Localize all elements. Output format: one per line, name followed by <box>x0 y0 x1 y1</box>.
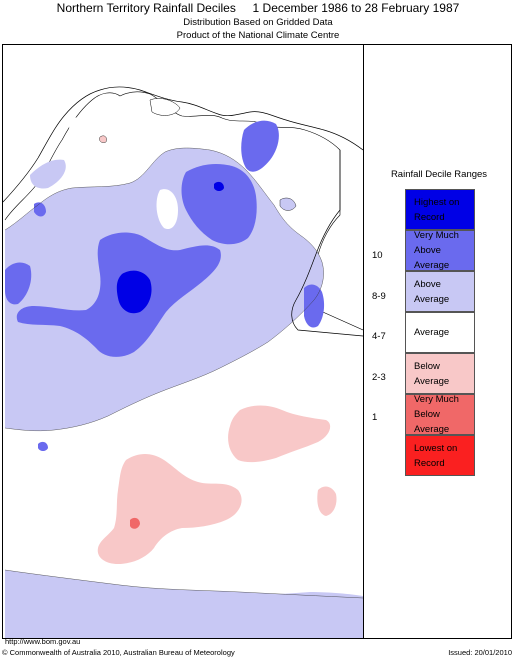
subtitle-method: Distribution Based on Gridded Data <box>183 17 333 28</box>
above-average-northwest <box>30 159 66 189</box>
subtitle-producer: Product of the National Climate Centre <box>176 30 340 41</box>
coastline <box>4 91 363 331</box>
legend-label-below: Below Average <box>414 360 450 387</box>
highest-on-record-ne <box>214 181 224 191</box>
legend-range-1: 1 <box>372 412 378 423</box>
footer-copyright: © Commonwealth of Australia 2010, Austra… <box>2 648 235 657</box>
footer-issued: Issued: 20/01/2010 <box>448 648 512 657</box>
legend-label-average: Average <box>414 327 450 338</box>
legend-title: Rainfall Decile Ranges <box>390 169 488 180</box>
contour-south <box>4 569 363 599</box>
legend-range-10: 10 <box>372 250 383 261</box>
rainfall-map <box>3 45 363 638</box>
very-much-above-east <box>304 284 325 328</box>
legend-range-8-9: 8-9 <box>372 291 386 302</box>
legend-swatch-highest: Highest on Record <box>405 189 475 230</box>
coast-line-north <box>3 86 363 203</box>
above-average-southeast <box>220 592 363 638</box>
legend-swatch-below: Below Average <box>405 353 475 394</box>
very-much-above-northeast <box>181 164 257 245</box>
legend-label-very-much-below: Very Much Below Average <box>414 394 459 435</box>
legend-swatch-very-much-above: Very Much Above Average <box>405 230 475 271</box>
above-average-west <box>5 262 32 305</box>
highest-on-record-central <box>116 270 152 314</box>
average-hole-2 <box>69 115 109 152</box>
below-average-east <box>228 405 331 463</box>
legend-swatch-lowest: Lowest on Record <box>405 435 475 476</box>
map-frame <box>2 44 512 639</box>
coast-line-gulf <box>291 150 363 337</box>
ocean-north <box>3 45 363 202</box>
page-title: Northern Territory Rainfall Deciles 1 De… <box>56 1 460 15</box>
legend-range-4-7: 4-7 <box>372 331 386 342</box>
legend-label-highest: Highest on Record <box>414 196 460 223</box>
legend-label-lowest: Lowest on Record <box>414 442 458 469</box>
average-hole-1 <box>156 189 178 230</box>
legend-divider <box>363 44 364 639</box>
below-average-south <box>97 454 242 564</box>
very-much-below-average <box>130 517 140 529</box>
very-much-above-coast <box>241 120 279 172</box>
footer-url[interactable]: http://www.bom.gov.au <box>5 637 81 646</box>
island-2 <box>99 135 107 143</box>
island-1 <box>149 98 181 116</box>
island-3 <box>279 197 297 211</box>
legend-swatch-average: Average <box>405 312 475 353</box>
legend-swatch-above: Above Average <box>405 271 475 312</box>
legend-label-very-much-above: Very Much Above Average <box>414 230 459 271</box>
below-average-small <box>317 486 337 516</box>
legend-range-2-3: 2-3 <box>372 372 386 383</box>
legend-label-above: Above Average <box>414 278 450 305</box>
legend-swatch-very-much-below: Very Much Below Average <box>405 394 475 435</box>
very-much-above-southwest-dot <box>38 441 48 451</box>
contour-north <box>4 147 324 432</box>
